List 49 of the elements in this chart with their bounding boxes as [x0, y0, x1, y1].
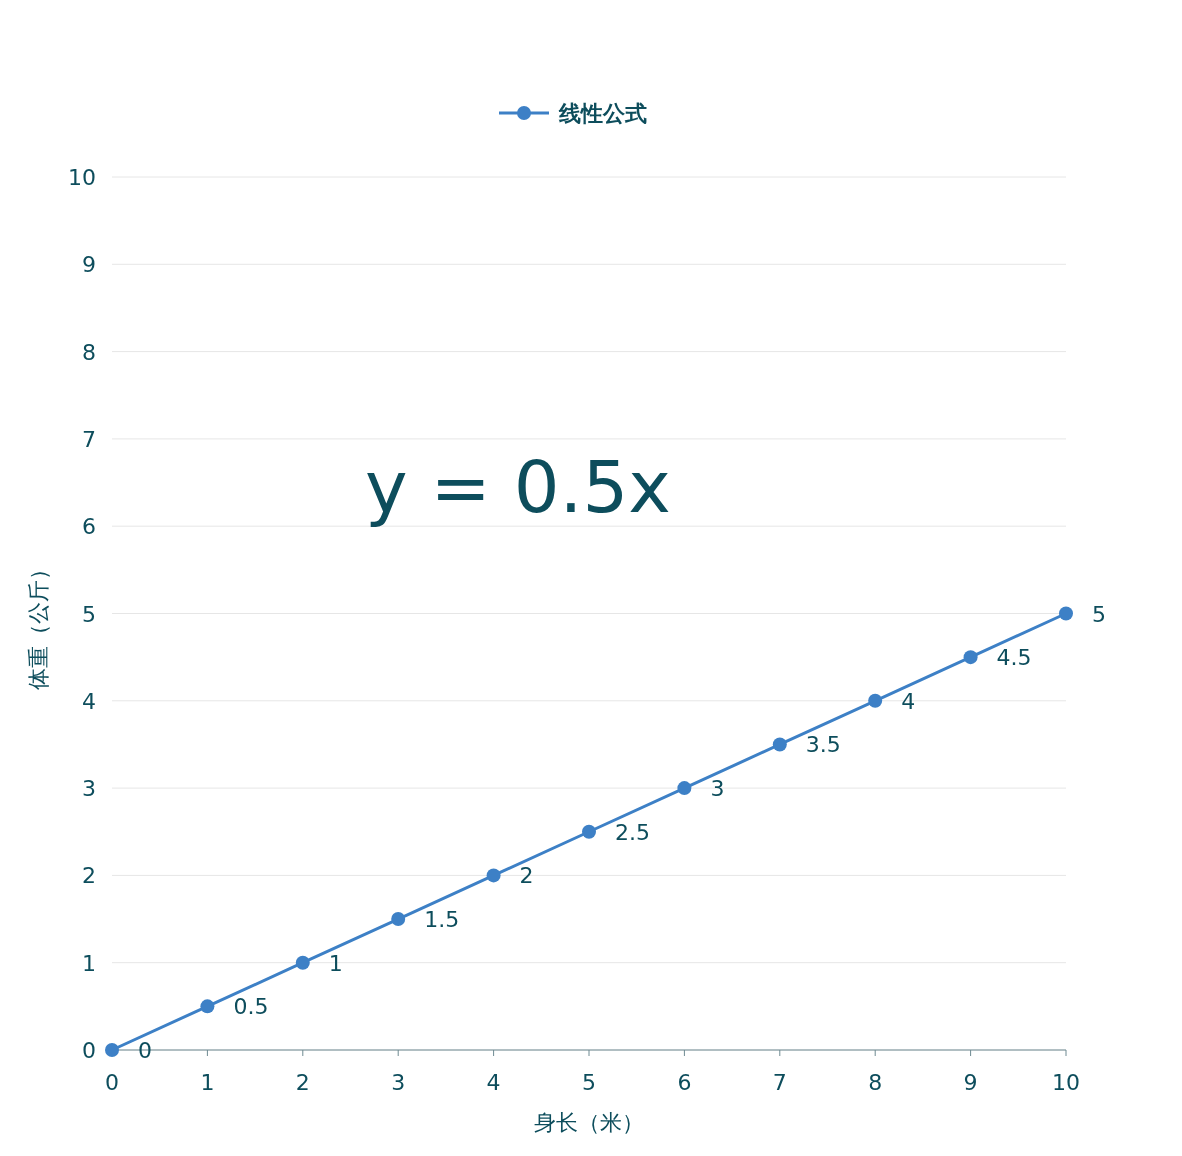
data-label: 0 — [138, 1038, 152, 1063]
y-tick-label: 8 — [82, 339, 96, 365]
y-tick-label: 10 — [68, 165, 96, 190]
y-tick-label: 9 — [82, 252, 96, 278]
data-label: 3 — [710, 776, 725, 802]
point — [486, 868, 501, 883]
data-label: 4.5 — [996, 645, 1032, 671]
y-tick-label: 4 — [82, 688, 96, 714]
y-axis-title: 体重（公斤） — [26, 557, 51, 690]
annotation: y = 0.5x — [365, 445, 671, 529]
legend-label: 线性公式 — [558, 101, 647, 126]
x-tick-label: 1 — [200, 1070, 215, 1095]
point — [105, 1043, 119, 1057]
data-label: 4 — [901, 688, 916, 714]
x-tick-label: 3 — [391, 1070, 406, 1095]
y-tick-label: 1 — [82, 950, 96, 976]
point — [582, 824, 596, 839]
y-tick-label: 5 — [82, 601, 96, 627]
y-tick-label: 3 — [82, 776, 96, 802]
y-tick-label: 7 — [82, 426, 96, 452]
point — [295, 955, 310, 970]
point — [200, 999, 215, 1014]
data-label: 5 — [1092, 601, 1106, 627]
data-label: 3.5 — [805, 732, 841, 758]
y-tick-label: 6 — [82, 514, 96, 540]
x-tick-label: 4 — [486, 1070, 501, 1095]
point — [963, 650, 978, 665]
data-label: 1 — [328, 950, 343, 976]
point — [391, 912, 406, 927]
x-tick-label: 5 — [582, 1070, 596, 1095]
data-label: 1.5 — [424, 907, 460, 933]
x-tick-label: 8 — [868, 1070, 883, 1095]
x-tick-label: 9 — [963, 1070, 978, 1095]
point — [1059, 606, 1073, 621]
data-label: 2.5 — [615, 819, 650, 845]
x-axis-title: 身长（米） — [534, 1110, 644, 1135]
data-label: 0.5 — [233, 994, 269, 1020]
x-tick-label: 0 — [105, 1070, 119, 1095]
point — [772, 737, 787, 752]
y-tick-label: 0 — [82, 1038, 96, 1063]
x-tick-label: 6 — [677, 1070, 692, 1095]
x-tick-label: 2 — [295, 1070, 310, 1095]
point — [868, 693, 883, 708]
legend: 线性公式 — [499, 101, 647, 126]
data-label: 2 — [519, 863, 534, 889]
x-tick-label: 10 — [1052, 1070, 1080, 1095]
x-tick-label: 7 — [772, 1070, 787, 1095]
point — [677, 781, 692, 796]
y-tick-label: 2 — [82, 863, 96, 889]
